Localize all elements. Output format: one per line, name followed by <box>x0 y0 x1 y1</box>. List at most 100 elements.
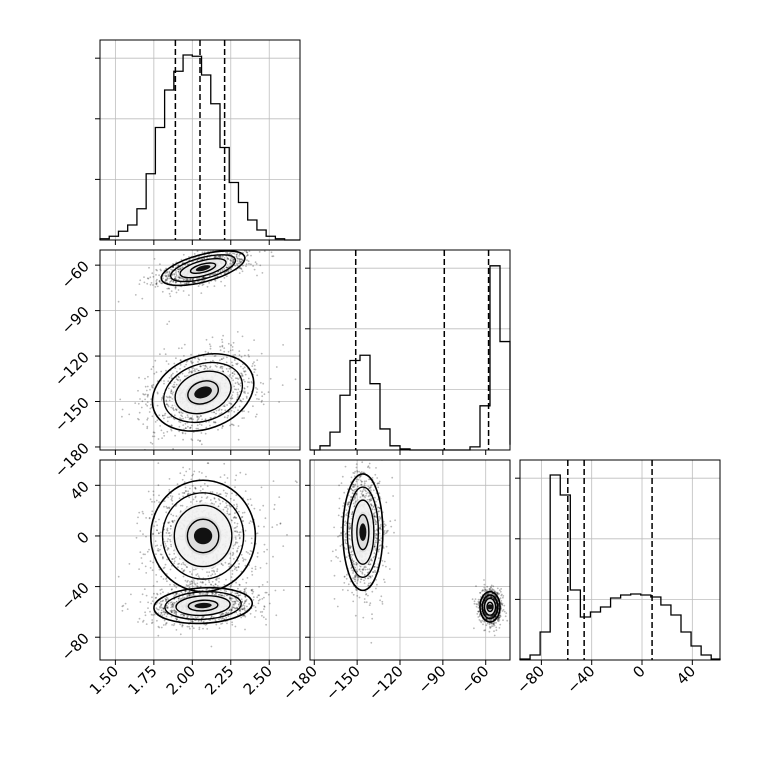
p0_marginal-bin <box>238 203 247 241</box>
p2_marginal-bin <box>601 607 611 660</box>
p1_marginal-bin <box>500 342 510 450</box>
p2_marginal-bin <box>611 598 621 660</box>
p0_vs_p2-contour <box>175 595 231 617</box>
p0_vs_p2-cluster <box>117 462 298 648</box>
p0_vs_p2-ytick-label: 0 <box>73 528 92 547</box>
p0_vs_p2-peak <box>194 602 212 609</box>
p0_vs_p2-contour <box>153 586 254 625</box>
p2_marginal-panel <box>519 460 721 660</box>
p1_vs_p2-peak <box>487 604 493 610</box>
p0_vs_p1-contour <box>189 262 217 275</box>
p0_vs_p1-ytick-label: −60 <box>58 257 93 292</box>
p1_marginal-bin <box>330 432 340 450</box>
p2_marginal-bin <box>681 632 691 660</box>
p2_marginal-bin <box>701 655 711 660</box>
p1_vs_p2-xtick-label: −180 <box>279 662 321 704</box>
p0_vs_p2-panel <box>100 460 300 660</box>
p1_vs_p2-xtick-label: −120 <box>365 662 407 704</box>
p0_vs_p2-xtick-label: 2.00 <box>163 662 199 698</box>
p1_vs_p2-panel <box>310 460 510 660</box>
p0_vs_p1-peak <box>194 386 212 399</box>
p0_marginal-histogram-step <box>99 54 300 241</box>
p0_marginal-bin <box>211 104 220 240</box>
p1_vs_p2-contour <box>351 499 375 565</box>
p0_vs_p2-xtick-label: 2.25 <box>201 662 237 698</box>
p0_marginal-bin <box>137 209 146 240</box>
p1_vs_p2-xtick-label: −60 <box>457 662 492 697</box>
p2_marginal-xtick-label: 40 <box>673 662 699 688</box>
p1_vs_p2-contour <box>346 486 380 578</box>
p1_vs_p2-contour <box>479 590 501 623</box>
p0_vs_p2-xtick-label: 1.75 <box>124 662 160 698</box>
p1_vs_p2-contour <box>342 473 384 592</box>
p0_vs_p1-panel <box>100 250 300 450</box>
p0_vs_p2-cluster <box>121 578 278 637</box>
p0_marginal-bin <box>202 75 211 240</box>
p1_vs_p2-cluster <box>330 460 396 644</box>
p2_marginal-bin <box>671 615 681 660</box>
p1_marginal-bin <box>360 355 370 450</box>
p1_marginal-panel <box>310 250 511 451</box>
p0_vs_p2-ytick-label: −80 <box>58 629 93 664</box>
p0_vs_p1-contour <box>179 257 227 279</box>
p0_marginal-bin <box>118 231 127 240</box>
p1_vs_p2-cluster <box>471 579 510 637</box>
p0_marginal-bin <box>257 230 266 240</box>
p1_marginal-frame <box>309 249 511 451</box>
p0_vs_p1-contour <box>151 353 255 432</box>
p2_marginal-bin <box>580 617 590 660</box>
p0_vs_p2-frame <box>99 459 301 661</box>
p1_vs_p2-peak <box>359 523 367 541</box>
p0_vs_p1-peak <box>195 265 211 272</box>
p1_marginal-histogram-step <box>310 265 511 451</box>
p1_marginal-bin <box>370 384 380 450</box>
p0_vs_p1-contour <box>187 380 219 405</box>
p0_vs_p2-contour <box>161 492 245 580</box>
p2_marginal-histogram-step <box>519 474 721 660</box>
p2_marginal-bin <box>560 495 570 660</box>
p0_vs_p2-contour <box>187 599 219 612</box>
p0_vs_p2-peak <box>193 527 213 545</box>
p0_vs_p1-ytick-label: −120 <box>51 348 93 390</box>
p0_marginal-bin <box>165 90 174 240</box>
p0_vs_p1-cluster <box>117 250 275 303</box>
p2_marginal-xtick-label: −80 <box>513 662 548 697</box>
p1_vs_p2-contour <box>481 594 499 620</box>
p0_vs_p1-contour <box>163 361 244 424</box>
p0_vs_p1-ytick-label: −180 <box>51 439 93 481</box>
p0_marginal-bin <box>248 220 257 240</box>
p2_marginal-xtick-label: −40 <box>563 662 598 697</box>
p2_marginal-bin <box>631 594 641 660</box>
p0_vs_p1-contour <box>160 250 246 287</box>
p0_vs_p2-contour <box>186 518 220 554</box>
p0_marginal-bin <box>155 128 164 241</box>
p0_vs_p1-ytick-label: −90 <box>58 303 93 338</box>
p0_marginal-bin <box>128 225 137 240</box>
p0_vs_p1-cluster <box>119 320 297 450</box>
p2_marginal-bin <box>550 475 560 660</box>
p0_marginal-panel <box>99 40 300 241</box>
p2_marginal-xtick-label: 0 <box>629 662 648 681</box>
p0_vs_p1-contour <box>174 370 232 415</box>
p0_marginal-bin <box>183 55 192 240</box>
p0_vs_p2-contour <box>173 504 233 568</box>
p1_marginal-bin <box>340 395 350 450</box>
p1_marginal-bin <box>380 429 390 450</box>
p1_vs_p2-contour <box>356 513 370 551</box>
p2_marginal-frame <box>519 459 721 661</box>
p1_vs_p2-xtick-label: −90 <box>415 662 450 697</box>
p0_vs_p2-xtick-label: 2.50 <box>240 662 276 698</box>
p0_vs_p1-contour <box>170 254 237 283</box>
p0_vs_p2-contour <box>164 591 242 621</box>
p0_vs_p1-frame <box>99 249 301 451</box>
p1_vs_p2-frame <box>309 459 511 661</box>
p1_marginal-bin <box>490 266 500 450</box>
p0_vs_p1-ytick-label: −150 <box>51 394 93 436</box>
p1_vs_p2-xtick-label: −150 <box>322 662 364 704</box>
p2_marginal-bin <box>530 655 540 660</box>
p0_vs_p2-ytick-label: 40 <box>67 477 93 503</box>
p1_vs_p2-contour <box>483 597 497 616</box>
p0_marginal-frame <box>99 39 301 241</box>
p2_marginal-bin <box>621 595 631 660</box>
